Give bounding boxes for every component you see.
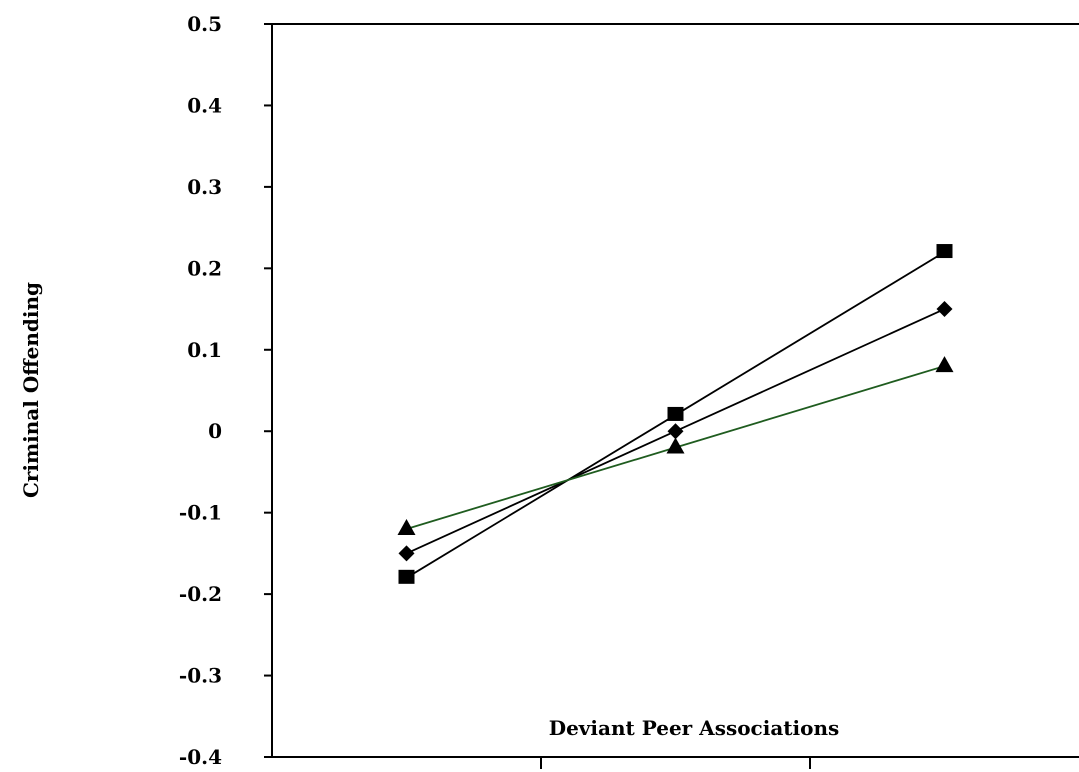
y-tick-label: -0.3 (179, 664, 222, 688)
data-point-triangle (666, 437, 685, 454)
data-point-diamond (398, 545, 415, 562)
y-tick-label: 0.1 (187, 338, 222, 362)
data-point-square (936, 244, 953, 259)
y-tick-label: 0 (208, 419, 222, 443)
series-layer (397, 244, 954, 584)
data-point-square (667, 406, 684, 421)
data-point-diamond (936, 301, 953, 318)
series-triangle (397, 356, 954, 535)
data-point-triangle (935, 356, 954, 373)
series-square (398, 244, 953, 584)
y-tick-label: 0.2 (187, 256, 222, 280)
data-point-diamond (667, 423, 684, 440)
series-diamond (398, 301, 953, 562)
y-tick-label: 0.5 (187, 12, 222, 36)
y-tick-label: -0.1 (179, 501, 222, 525)
data-point-square (398, 569, 415, 584)
y-tick-labels: 0.5 0.4 0.3 0.2 0.1 0 -0.1 -0.2 -0.3 -0.4 (179, 12, 222, 769)
axes (264, 23, 1079, 769)
y-axis-title: Criminal Offending (19, 282, 43, 498)
data-point-triangle (397, 518, 416, 535)
y-tick-label: 0.4 (187, 93, 222, 117)
y-tick-label: -0.4 (179, 745, 222, 769)
x-axis-title: Deviant Peer Associations (549, 716, 840, 740)
y-tick-label: -0.2 (179, 582, 222, 606)
y-tick-label: 0.3 (187, 175, 222, 199)
